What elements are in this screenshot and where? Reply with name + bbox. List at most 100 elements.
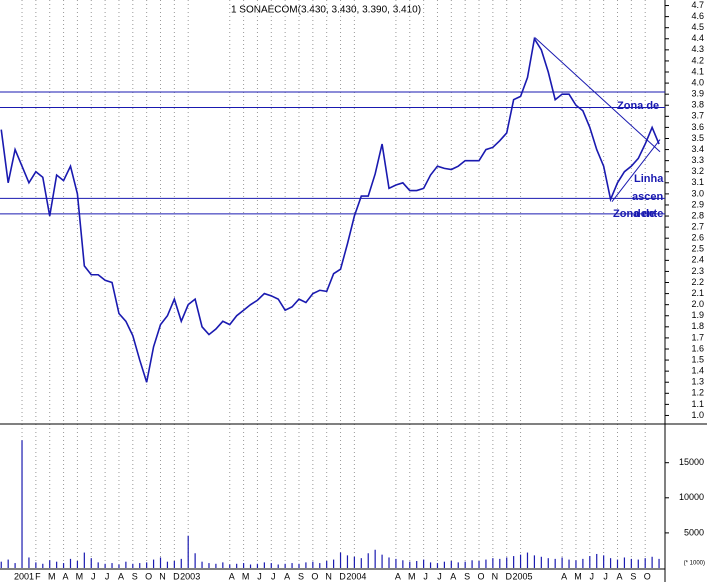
annotation: Linha — [634, 173, 664, 185]
volume-bar — [526, 552, 529, 568]
y-tick-label: 1.5 — [691, 354, 704, 364]
y-tick-label: 2.4 — [691, 255, 704, 265]
x-tick-label: M — [242, 571, 250, 581]
volume-bar — [478, 560, 480, 568]
y-tick-label: 2.0 — [691, 299, 704, 309]
volume-bar — [28, 557, 30, 568]
y-tick-label: 2.2 — [691, 277, 704, 287]
y-tick-label: 3.6 — [691, 122, 704, 132]
x-tick-label: S — [630, 571, 636, 581]
volume-bar — [644, 558, 646, 568]
y-tick-label: 3.5 — [691, 133, 704, 143]
volume-bar — [623, 557, 626, 568]
y-tick-label: 4.6 — [691, 11, 704, 21]
x-tick-label: A — [63, 571, 69, 581]
x-tick-label: A — [284, 571, 290, 581]
volume-bar — [513, 556, 515, 568]
chart-title: 1 SONAECOM(3.430, 3.430, 3.390, 3.410) — [231, 5, 421, 16]
volume-bar — [388, 557, 390, 568]
trend-line — [534, 37, 661, 153]
x-tick-label: A — [395, 571, 401, 581]
y-tick-label: 10000 — [679, 492, 704, 502]
y-tick-label: 1.1 — [691, 399, 704, 409]
volume-bar — [146, 562, 148, 568]
x-tick-label: A — [561, 571, 567, 581]
volume-bar — [263, 562, 265, 568]
x-tick-label: F — [35, 571, 41, 581]
volume-bar — [49, 560, 51, 568]
volume-bar — [423, 559, 425, 568]
x-tick-label: M — [76, 571, 84, 581]
y-tick-label: 2.5 — [691, 244, 704, 254]
annotation: dente — [634, 208, 663, 220]
volume-bar — [561, 557, 563, 568]
volume-bar — [416, 560, 418, 568]
y-tick-label: 1.8 — [691, 321, 704, 331]
price-line — [0, 36, 660, 383]
x-tick-label: J — [423, 571, 428, 581]
y-tick-label: 1.0 — [691, 410, 704, 420]
x-tick-label: 2005 — [513, 571, 533, 581]
volume-bar — [353, 556, 355, 568]
x-tick-label: N — [492, 571, 499, 581]
volume-bar — [554, 558, 556, 568]
x-tick-label: O — [311, 571, 318, 581]
volume-bar — [152, 559, 155, 568]
volume-bar — [609, 558, 612, 568]
x-tick-label: S — [464, 571, 470, 581]
volume-bar — [464, 561, 466, 568]
volume-bar — [111, 563, 113, 568]
x-tick-label: J — [257, 571, 262, 581]
y-tick-label: 3.2 — [691, 166, 704, 176]
x-tick-label: S — [132, 571, 138, 581]
volume-bar — [339, 552, 342, 568]
x-tick-label: J — [91, 571, 96, 581]
y-tick-label: 4.3 — [691, 44, 704, 54]
x-tick-label: D — [505, 571, 512, 581]
volume-bar — [125, 561, 127, 568]
x-tick-label: 2004 — [346, 571, 366, 581]
volume-bar — [270, 563, 272, 568]
volume-bar — [104, 563, 106, 568]
volume-bar — [284, 563, 286, 568]
volume-bar — [471, 560, 473, 568]
volume-bar — [194, 553, 196, 568]
x-tick-label: A — [450, 571, 456, 581]
x-tick-label: O — [644, 571, 651, 581]
x-tick-label: N — [325, 571, 332, 581]
volume-bar — [603, 555, 605, 568]
x-tick-label: J — [271, 571, 276, 581]
y-tick-label: 2.1 — [691, 288, 704, 298]
y-tick-label: 3.1 — [691, 177, 704, 187]
volume-bar — [159, 557, 162, 568]
volume-bar — [616, 559, 619, 568]
y-tick-label: 4.1 — [691, 66, 704, 76]
x-tick-label: J — [590, 571, 595, 581]
volume-bar — [658, 558, 660, 568]
unit-note: (* 1000) — [684, 561, 705, 567]
y-tick-label: 2.9 — [691, 199, 704, 209]
y-tick-label: 3.7 — [691, 111, 704, 121]
y-tick-label: 3.8 — [691, 100, 704, 110]
volume-bar — [42, 563, 44, 568]
y-tick-label: 4.7 — [691, 0, 704, 10]
x-tick-label: A — [229, 571, 235, 581]
y-tick-label: 3.3 — [691, 155, 704, 165]
volume-bar — [436, 563, 439, 568]
volume-bar — [215, 563, 217, 568]
volume-bar — [69, 558, 72, 568]
x-tick-label: A — [616, 571, 622, 581]
volume-bar — [180, 558, 182, 568]
y-tick-label: 4.0 — [691, 77, 704, 87]
y-tick-label: 2.7 — [691, 221, 704, 231]
y-tick-label: 1.2 — [691, 388, 704, 398]
y-tick-label: 4.2 — [691, 55, 704, 65]
volume-bar — [173, 560, 175, 568]
x-tick-label: O — [478, 571, 485, 581]
y-tick-label: 1.7 — [691, 332, 704, 342]
volume-bar — [201, 561, 203, 568]
volume-bar — [166, 561, 169, 568]
volume-bar — [277, 564, 279, 568]
y-tick-label: 3.0 — [691, 188, 704, 198]
volume-bar — [132, 563, 134, 568]
